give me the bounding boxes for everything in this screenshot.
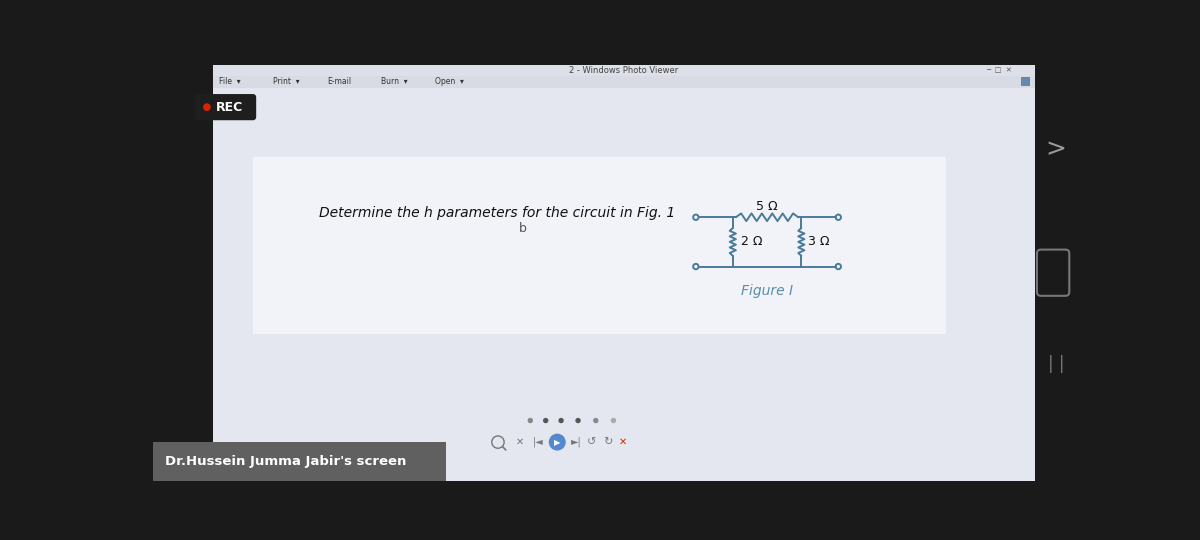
Text: REC: REC	[216, 100, 244, 113]
Text: 5 Ω: 5 Ω	[756, 200, 778, 213]
Text: ↻: ↻	[602, 437, 612, 447]
Text: ✕: ✕	[516, 437, 524, 447]
Circle shape	[611, 418, 616, 423]
Text: ─  □  ✕: ─ □ ✕	[986, 67, 1012, 73]
Text: E-mail: E-mail	[328, 77, 352, 86]
Bar	[1034, 65, 1078, 481]
Text: Figure I: Figure I	[742, 284, 793, 298]
Text: ↺: ↺	[587, 437, 596, 447]
Text: b: b	[518, 222, 527, 235]
Text: 2 Ω: 2 Ω	[740, 235, 762, 248]
Text: Open  ▾: Open ▾	[434, 77, 463, 86]
Text: ✕: ✕	[619, 437, 626, 447]
Text: | |: | |	[1048, 355, 1064, 373]
Bar	[214, 65, 1034, 76]
Text: >: >	[1045, 138, 1067, 161]
Circle shape	[558, 418, 564, 423]
Circle shape	[575, 418, 581, 423]
Circle shape	[203, 103, 211, 111]
Bar	[445, 442, 1034, 481]
Text: Dr.Hussein Jumma Jabir's screen: Dr.Hussein Jumma Jabir's screen	[166, 455, 407, 468]
Text: Burn  ▾: Burn ▾	[380, 77, 408, 86]
Bar	[154, 65, 214, 481]
Circle shape	[593, 418, 599, 423]
Text: ►|: ►|	[571, 437, 582, 447]
Text: |◄: |◄	[533, 437, 544, 447]
Circle shape	[528, 418, 533, 423]
Bar	[154, 442, 445, 481]
Text: 3 Ω: 3 Ω	[808, 235, 829, 248]
Text: Print  ▾: Print ▾	[274, 77, 300, 86]
Bar	[1021, 77, 1030, 86]
Bar	[214, 76, 1034, 88]
FancyBboxPatch shape	[194, 94, 256, 120]
Text: Determine the h parameters for the circuit in Fig. 1: Determine the h parameters for the circu…	[318, 206, 674, 220]
Text: ▶: ▶	[554, 437, 560, 447]
Circle shape	[544, 418, 548, 423]
Text: File  ▾: File ▾	[220, 77, 241, 86]
Circle shape	[548, 434, 565, 450]
Bar	[214, 88, 1034, 442]
Bar	[253, 157, 946, 334]
Text: 2 - Windows Photo Viewer: 2 - Windows Photo Viewer	[569, 66, 678, 75]
